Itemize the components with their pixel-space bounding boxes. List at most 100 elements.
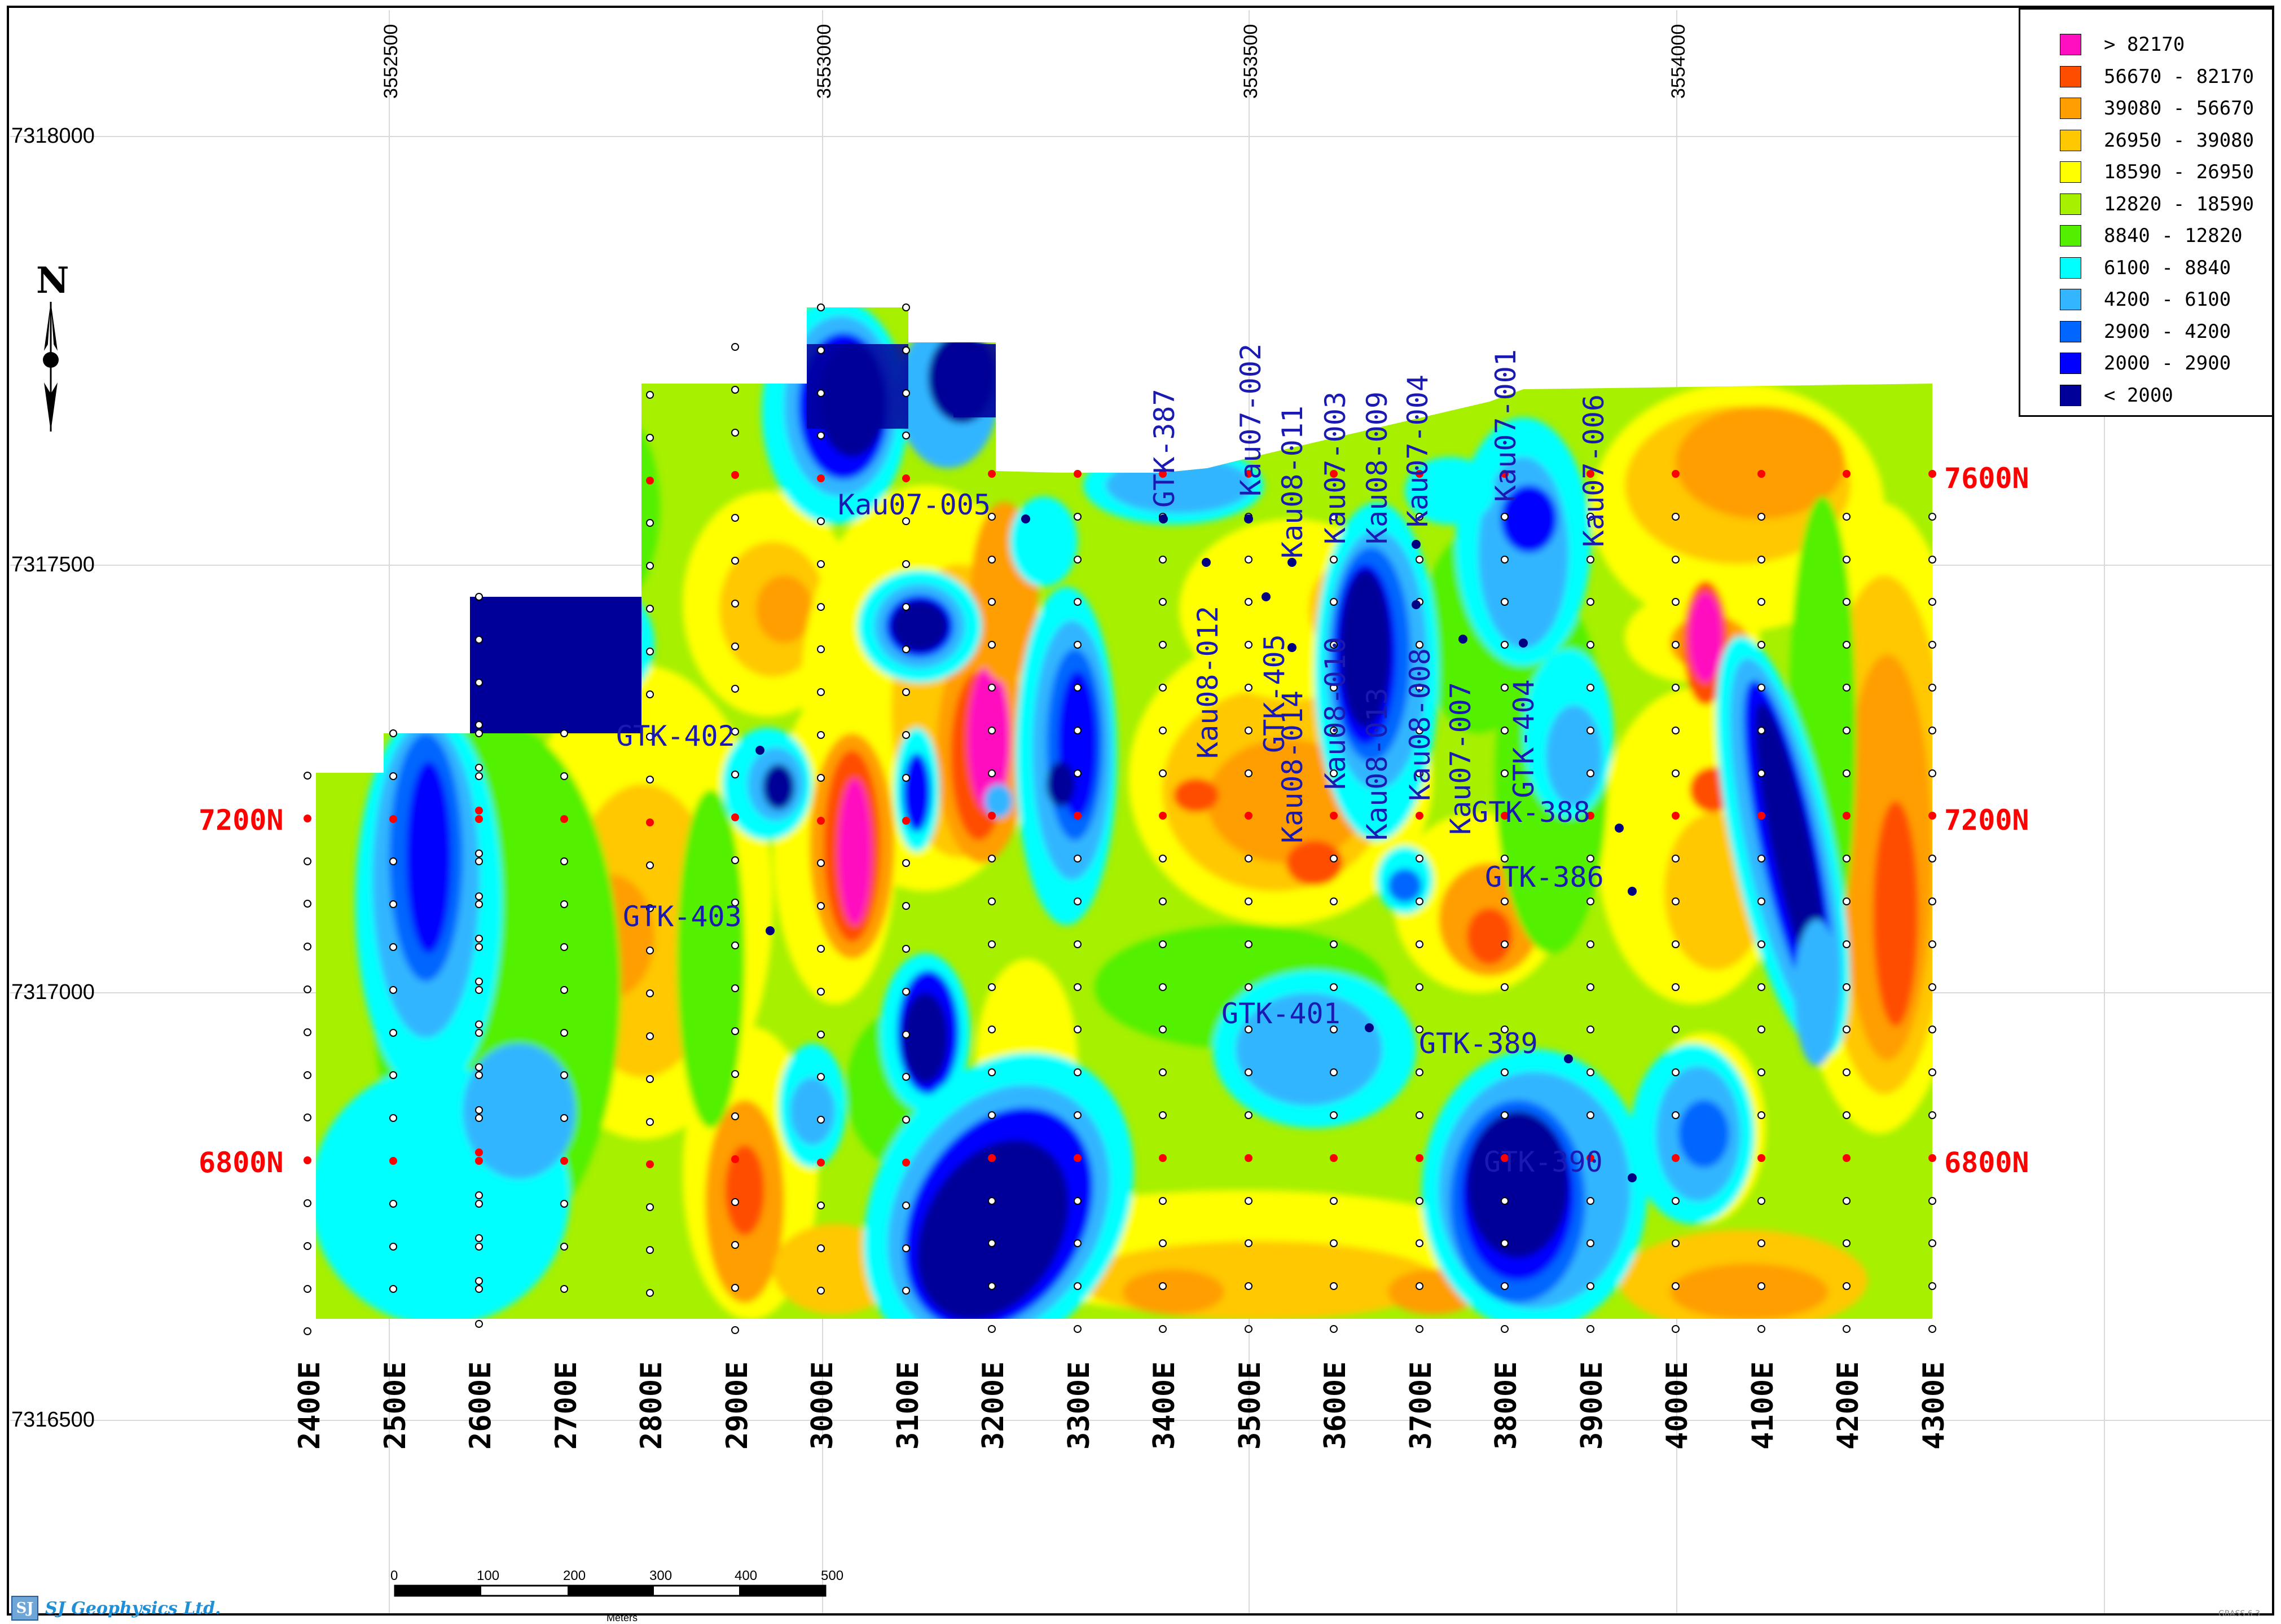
line-label-left: 6800N	[199, 1146, 284, 1179]
station-dot	[817, 859, 825, 867]
station-dot	[475, 1243, 483, 1251]
station-label: 2600E	[464, 1361, 498, 1450]
station-dot	[731, 471, 739, 479]
scale-tick-label: 0	[390, 1568, 398, 1583]
drill-hole-label: Kau07-005	[838, 488, 991, 521]
legend-label: 8840 - 12820	[2104, 225, 2243, 247]
station-dot	[1159, 1068, 1167, 1076]
station-dot	[731, 771, 739, 778]
station-dot	[1245, 812, 1252, 820]
station-dot	[902, 432, 910, 439]
station-dot	[1501, 1197, 1509, 1205]
northing-coordinate: 7317500	[11, 553, 95, 576]
station-dot	[1074, 556, 1082, 564]
station-dot	[1501, 1154, 1509, 1162]
station-dot	[731, 685, 739, 693]
station-dot	[1672, 855, 1680, 862]
station-dot	[1074, 769, 1082, 777]
station-dot	[1159, 940, 1167, 948]
legend-label: 6100 - 8840	[2104, 256, 2231, 279]
station-dot	[817, 688, 825, 696]
station-dot	[988, 812, 996, 820]
magnetic-grid	[316, 307, 1932, 1319]
station-dot	[646, 1289, 654, 1297]
station-dot	[902, 1202, 910, 1209]
station-dot	[1245, 983, 1252, 991]
station-dot	[1843, 897, 1851, 905]
station-dot	[1586, 641, 1594, 649]
legend-swatch	[2060, 225, 2081, 247]
station-dot	[1416, 556, 1423, 564]
station-dot	[1928, 983, 1936, 991]
station-dot	[475, 892, 483, 900]
station-dot	[902, 859, 910, 867]
scale-unit: Meters	[606, 1612, 638, 1623]
station-dot	[988, 470, 996, 478]
station-dot	[304, 1242, 311, 1250]
station-dot	[1757, 1197, 1765, 1205]
station-dot	[1501, 598, 1509, 606]
station-dot	[304, 1199, 311, 1207]
station-dot	[731, 813, 739, 821]
station-dot	[817, 603, 825, 611]
station-dot	[988, 940, 996, 948]
station-dot	[902, 774, 910, 782]
station-dot	[1843, 513, 1851, 521]
station-dot	[1928, 727, 1936, 734]
station-dot	[1159, 1197, 1167, 1205]
station-dot	[1330, 1026, 1338, 1033]
station-dot	[389, 1243, 397, 1251]
station-dot	[1586, 684, 1594, 692]
station-dot	[1757, 1325, 1765, 1333]
station-dot	[731, 1284, 739, 1292]
station-dot	[1245, 598, 1252, 606]
station-dot	[304, 1327, 311, 1335]
station-dot	[1501, 470, 1509, 478]
station-label: 3300E	[1062, 1361, 1096, 1450]
station-dot	[1501, 983, 1509, 991]
drill-hole-label: Kau08-009	[1361, 391, 1394, 544]
station-dot	[1843, 812, 1851, 820]
station-dot	[1928, 641, 1936, 649]
station-dot	[1672, 727, 1680, 734]
station-dot	[389, 729, 397, 737]
station-dot	[389, 900, 397, 908]
station-dot	[1245, 855, 1252, 862]
drill-hole-label: Kau08-013	[1361, 688, 1394, 840]
legend-swatch	[2060, 65, 2081, 87]
station-dot	[817, 817, 825, 825]
station-dot	[304, 1028, 311, 1036]
line-label-right: 7200N	[1944, 804, 2029, 837]
legend-label: 2900 - 4200	[2104, 320, 2231, 343]
station-dot	[1330, 983, 1338, 991]
station-dot	[1074, 513, 1082, 521]
station-dot	[1672, 1068, 1680, 1076]
station-dot	[817, 774, 825, 782]
drill-hole-label: Kau08-014	[1276, 690, 1309, 843]
station-dot	[1672, 598, 1680, 606]
legend-label: 26950 - 39080	[2104, 129, 2254, 152]
station-dot	[988, 1282, 996, 1290]
station-dot	[731, 600, 739, 608]
station-dot	[646, 690, 654, 698]
station-dot	[988, 641, 996, 649]
station-dot	[817, 303, 825, 311]
drill-hole-label: GTK-401	[1221, 997, 1341, 1030]
drill-hole-label: GTK-387	[1148, 389, 1181, 508]
drill-hole-label: Kau08-008	[1404, 648, 1436, 801]
station-dot	[1672, 641, 1680, 649]
station-dot	[1757, 1026, 1765, 1033]
station-dot	[1159, 598, 1167, 606]
station-dot	[1416, 470, 1423, 478]
station-dot	[1672, 940, 1680, 948]
station-dot	[1843, 684, 1851, 692]
station-dot	[1159, 1154, 1167, 1162]
station-dot	[1843, 1197, 1851, 1205]
station-dot	[1843, 470, 1851, 478]
station-dot	[1416, 513, 1423, 521]
station-dot	[1501, 1068, 1509, 1076]
station-dot	[389, 1285, 397, 1293]
station-dot	[1416, 1239, 1423, 1247]
station-label: 3200E	[977, 1361, 1010, 1450]
station-dot	[1159, 1026, 1167, 1033]
